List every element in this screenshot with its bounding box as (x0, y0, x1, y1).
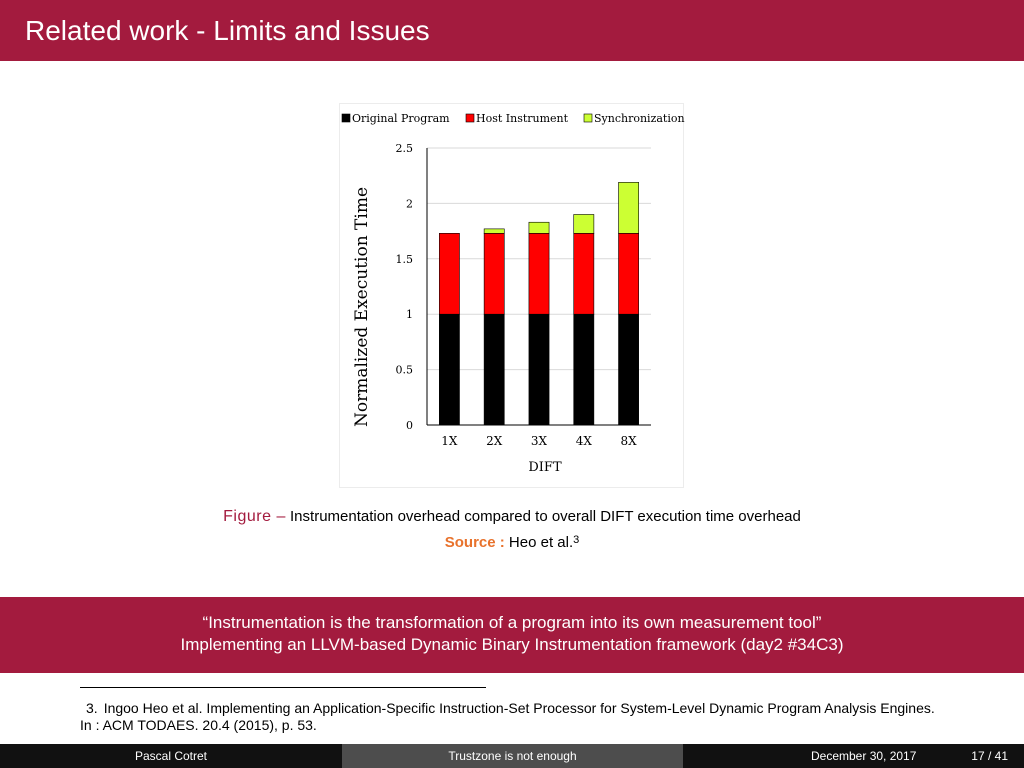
quote-line-2: Implementing an LLVM-based Dynamic Binar… (180, 635, 844, 654)
footer-date: December 30, 2017 (811, 749, 917, 763)
x-tick-label: 3X (531, 434, 548, 448)
bar-segment-host-instrument (528, 233, 550, 315)
bar-segment-original-program (618, 313, 639, 426)
chart-bars (439, 182, 639, 426)
bar-segment-original-program (483, 313, 505, 426)
footer-page-number[interactable]: 17 / 41 (971, 749, 1008, 763)
bar-segment-original-program (439, 313, 460, 426)
bar-segment-host-instrument (618, 233, 639, 315)
footer: Pascal Cotret Trustzone is not enough De… (0, 744, 1024, 768)
footnote-number: 3. (86, 700, 98, 716)
chart-axes: 0 0.5 1 1.5 2 2.5 1X 2X 3X 4X 8X (396, 142, 651, 448)
y-tick-label: 1.5 (396, 253, 414, 266)
figure-caption-text: Instrumentation overhead compared to ove… (290, 508, 801, 525)
source-text: Heo et al. (508, 534, 574, 551)
footer-author: Pascal Cotret (0, 744, 342, 768)
footnote-text: Ingoo Heo et al. Implementing an Applica… (80, 700, 935, 733)
figure-source: Source : Heo et al.3 (0, 534, 1024, 551)
bar-segment-synchronization (573, 214, 595, 234)
bar-segment-synchronization (618, 182, 639, 234)
footer-right: December 30, 2017 17 / 41 (683, 744, 1024, 768)
footer-talk-title: Trustzone is not enough (342, 744, 683, 768)
source-footnote-ref[interactable]: 3 (573, 534, 580, 546)
bar-segment-host-instrument (483, 233, 505, 315)
legend-label: Host Instrument (476, 112, 569, 125)
x-tick-label: 4X (576, 434, 593, 448)
x-tick-label: 1X (441, 434, 458, 448)
quote-line-1: “Instrumentation is the transformation o… (202, 613, 822, 632)
legend-label: Synchronization (594, 112, 685, 125)
bar-segment-synchronization (483, 228, 505, 234)
legend-swatch (341, 113, 351, 123)
x-axis-label: DIFT (528, 460, 562, 475)
legend-item: Original Program (341, 112, 450, 125)
footnote-rule (80, 687, 486, 688)
y-tick-label: 1 (406, 308, 413, 321)
chart-svg: Original Program Host Instrument Synchroni… (341, 112, 685, 475)
source-label: Source : (444, 534, 505, 551)
bar-segment-original-program (528, 313, 550, 426)
y-tick-label: 2 (406, 197, 413, 210)
y-tick-label: 2.5 (396, 142, 414, 155)
bar-segment-synchronization (528, 221, 550, 234)
y-tick-label: 0 (406, 419, 413, 432)
quote-block: “Instrumentation is the transformation o… (0, 597, 1024, 673)
chart-legend: Original Program Host Instrument Synchroni… (341, 112, 685, 125)
title-bar: Related work - Limits and Issues (0, 0, 1024, 61)
footnote: 3. Ingoo Heo et al. Implementing an Appli… (80, 700, 940, 734)
y-axis-label: Normalized Execution Time (352, 187, 372, 427)
chart-figure: Original Program Host Instrument Synchroni… (339, 103, 685, 488)
bar-segment-host-instrument (573, 233, 595, 315)
x-tick-label: 8X (621, 434, 638, 448)
bar-segment-host-instrument (439, 233, 460, 315)
legend-swatch (583, 113, 593, 123)
legend-label: Original Program (352, 112, 450, 125)
figure-label: Figure – (223, 508, 286, 525)
slide-title: Related work - Limits and Issues (25, 15, 430, 46)
x-tick-label: 2X (486, 434, 503, 448)
legend-swatch (465, 113, 475, 123)
bar-segment-original-program (573, 313, 595, 426)
legend-item: Synchronization (583, 112, 685, 125)
y-tick-label: 0.5 (396, 364, 414, 377)
legend-item: Host Instrument (465, 112, 569, 125)
figure-caption: Figure – Instrumentation overhead compar… (0, 508, 1024, 526)
